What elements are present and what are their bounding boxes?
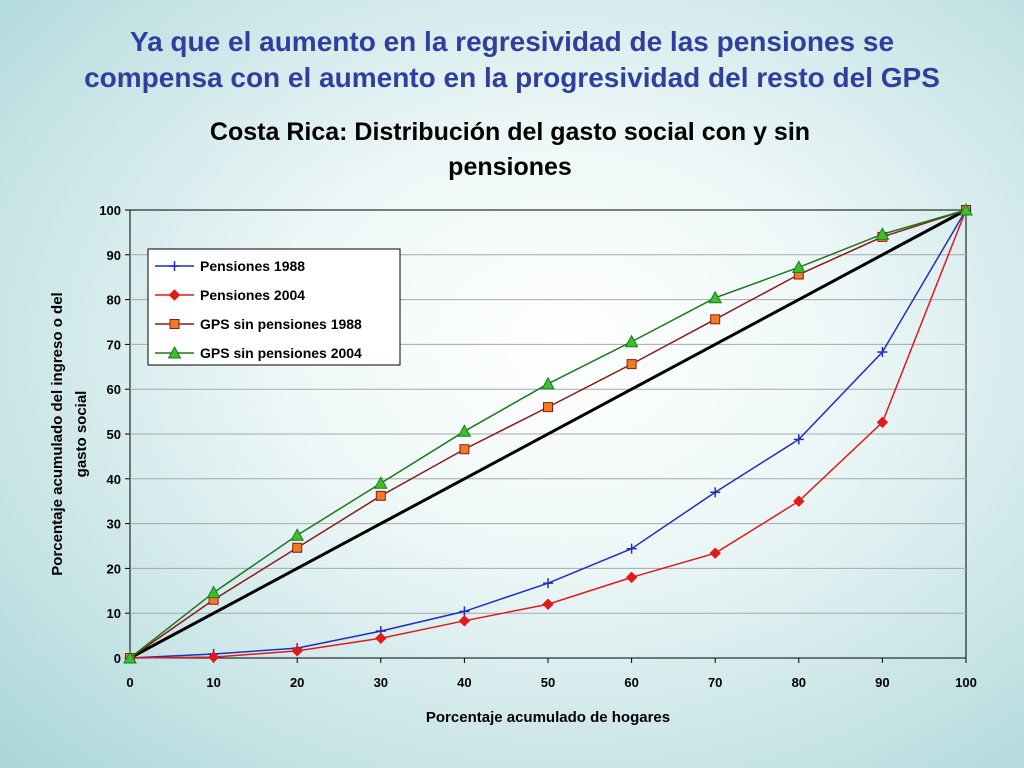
series-2: [125, 205, 971, 663]
x-tick-label: 10: [206, 675, 220, 690]
x-tick-label: 70: [708, 675, 722, 690]
data-point-s2-3: [375, 490, 386, 501]
data-point-s3-9: [875, 227, 890, 240]
x-tick-label: 100: [955, 675, 977, 690]
data-point-s1-1: [207, 651, 220, 663]
data-point-s1-2: [291, 645, 303, 657]
data-point-s1-5: [542, 598, 554, 610]
y-tick-label: 0: [114, 651, 121, 666]
data-point-s2-6: [626, 359, 637, 370]
legend-item-2: GPS sin pensiones 1988: [155, 316, 362, 332]
data-point-s0-4: [459, 606, 470, 617]
data-point-s0-8: [793, 434, 804, 445]
slide-title: Ya que el aumento en la regresividad de …: [20, 24, 1004, 96]
data-point-s2-5: [543, 402, 553, 413]
y-tick-label: 10: [107, 606, 121, 621]
slide-title-line-2: compensa con el aumento en la progresivi…: [84, 62, 940, 93]
legend-marker: [168, 289, 181, 301]
legend-box: [147, 248, 401, 366]
chart-title-line-1: Costa Rica: Distribución del gasto socia…: [209, 118, 811, 146]
y-tick-label: 30: [107, 517, 121, 532]
x-tick-label: 0: [126, 675, 133, 690]
x-tick-label: 50: [541, 675, 555, 690]
data-point-s0-7: [710, 487, 721, 498]
data-point-s0-6: [626, 543, 637, 554]
y-axis-label-line-2: gasto social: [73, 391, 90, 478]
x-axis-ticks: 0 10 20 30 40 50 60 70 80 90 100: [126, 658, 977, 690]
data-point-s0-9: [877, 347, 888, 358]
data-point-s3-4: [457, 424, 472, 437]
data-point-s3-7: [708, 290, 723, 304]
y-tick-label: 70: [107, 337, 121, 352]
legend-item-3: GPS sin pensiones 2004: [155, 345, 362, 361]
legend-marker: [167, 345, 182, 359]
y-axis-label-line-1: Porcentaje acumulado del ingreso o del: [49, 292, 66, 575]
y-tick-label: 80: [107, 293, 121, 308]
chart-title: Costa Rica: Distribución del gasto socia…: [140, 115, 880, 185]
series-layer: [123, 202, 973, 664]
data-point-s2-4: [459, 444, 470, 455]
legend-label: GPS sin pensiones 2004: [200, 345, 362, 361]
legend: Pensiones 1988 Pensiones 2004 GPS sin pens…: [147, 248, 401, 366]
data-point-s1-6: [625, 571, 638, 584]
legend-label: Pensiones 1988: [200, 258, 305, 274]
data-point-s2-2: [292, 542, 303, 553]
x-tick-label: 60: [624, 675, 638, 690]
data-point-s3-10: [959, 202, 973, 216]
legend-marker: [169, 261, 180, 271]
slide-title-line-1: Ya que el aumento en la regresividad de …: [129, 26, 895, 57]
y-tick-label: 100: [99, 203, 121, 218]
y-tick-label: 20: [107, 561, 121, 576]
data-point-s3-5: [541, 376, 555, 390]
data-point-s3-6: [624, 334, 639, 348]
x-axis-label: Porcentaje acumulado de hogares: [426, 709, 670, 726]
data-point-s3-3: [373, 476, 388, 489]
data-point-s3-2: [290, 528, 305, 541]
x-tick-label: 80: [792, 675, 806, 690]
data-point-s1-4: [458, 615, 471, 627]
data-point-s2-7: [710, 314, 721, 325]
y-tick-label: 50: [107, 427, 121, 442]
legend-item-1: Pensiones 2004: [155, 287, 305, 303]
y-tick-label: 60: [107, 382, 121, 397]
x-tick-label: 90: [875, 675, 889, 690]
y-axis-label: Porcentaje acumulado del ingreso o del g…: [49, 292, 90, 575]
y-tick-label: 40: [107, 472, 121, 487]
legend-label: GPS sin pensiones 1988: [200, 316, 362, 332]
data-point-s3-8: [791, 260, 806, 273]
legend-marker: [169, 319, 180, 329]
data-point-s1-7: [709, 547, 721, 559]
series-3: [123, 202, 973, 664]
x-tick-label: 30: [374, 675, 388, 690]
equality-line: [129, 208, 967, 660]
data-point-s3-1: [206, 585, 221, 599]
y-tick-label: 90: [107, 248, 121, 263]
x-tick-label: 40: [457, 675, 471, 690]
data-point-s1-9: [876, 416, 889, 429]
data-point-s1-8: [793, 495, 805, 507]
y-axis-ticks: 0 10 20 30 40 50 60 70 80 90 100: [99, 203, 130, 666]
data-point-s3-0: [123, 650, 137, 664]
x-tick-label: 20: [290, 675, 304, 690]
data-point-s0-5: [543, 578, 553, 589]
legend-item-0: Pensiones 1988: [155, 258, 305, 274]
data-point-s1-3: [375, 632, 387, 644]
chart-title-line-2: pensiones: [448, 153, 572, 181]
legend-label: Pensiones 2004: [200, 287, 305, 303]
